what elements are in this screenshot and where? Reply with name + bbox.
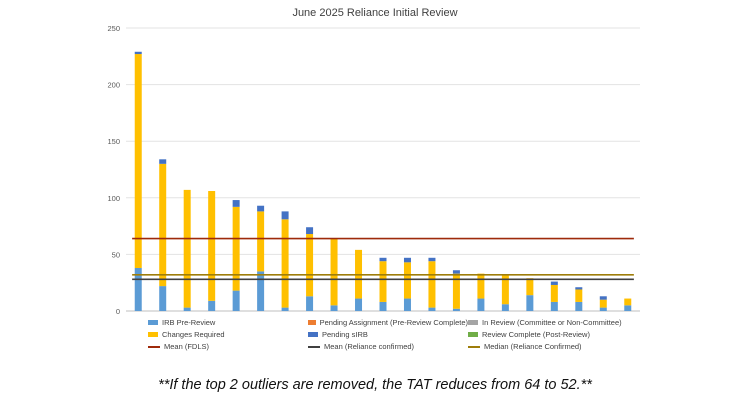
bar-segment-irb-pre-review [575,301,583,311]
bar-segment-irb-pre-review [526,295,534,311]
legend-item: In Review (Committee or Non-Committee) [468,318,638,327]
legend-line-swatch [308,345,320,348]
y-tick-label: 50 [112,250,120,259]
bar-segment-irb-pre-review [477,298,485,311]
legend-color-swatch [148,320,158,325]
bar-segment-pending-sirb [159,159,167,164]
legend-label: Review Complete (Post-Review) [482,330,590,339]
legend-item: Pending sIRB [308,330,468,339]
bar-segment-irb-pre-review [257,271,265,311]
reference-lines [132,237,634,281]
bar-segment-irb-pre-review [134,267,142,311]
bar-segment-changes-required [428,261,436,308]
bar-segment-changes-required [232,206,240,291]
bar-segment-changes-required [624,298,632,306]
y-tick-label: 250 [107,24,120,33]
bar-segment-irb-pre-review [159,286,167,311]
legend-item: IRB Pre-Review [148,318,308,327]
bar-segment-irb-pre-review [281,307,289,311]
legend-item: Mean (FDLS) [148,342,308,351]
bar-segment-irb-pre-review [355,298,363,311]
bar-segment-changes-required [183,189,191,308]
legend-label: IRB Pre-Review [162,318,216,327]
bar-segment-pending-sirb [281,211,289,220]
legend-color-swatch [468,332,478,337]
bar-segment-irb-pre-review [403,298,411,311]
legend-line-swatch [148,345,160,348]
y-tick-label: 0 [116,307,120,316]
bar-segment-irb-pre-review [379,301,387,311]
bar-segment-irb-pre-review [306,296,314,311]
bar-segment-irb-pre-review [452,308,460,311]
legend-color-swatch [308,320,316,325]
bar-segment-irb-pre-review [599,307,607,311]
legend-label: Mean (FDLS) [164,342,210,351]
bar-segment-pending-sirb [257,205,265,212]
bar-segment-changes-required [599,299,607,308]
legend-item: Pending Assignment (Pre-Review Complete) [308,318,468,327]
bar-segment-irb-pre-review [208,300,216,311]
bar-segment-irb-pre-review [624,305,632,311]
bar-segment-changes-required [550,284,558,302]
legend-label: Changes Required [162,330,225,339]
legend-line-swatch [468,345,480,348]
legend: IRB Pre-Review Pending Assignment (Pre-Re… [148,318,638,351]
legend-color-swatch [148,332,158,337]
legend-color-swatch [308,332,318,337]
bar-segment-pending-sirb [599,296,607,300]
bar-segment-changes-required [159,163,167,287]
bar-segment-pending-sirb [379,257,387,262]
bar-segment-changes-required [281,219,289,308]
bar-segment-changes-required [452,273,460,309]
bar-segment-pending-sirb [550,281,558,285]
bar-segment-pending-sirb [452,270,460,274]
legend-label: Mean (Reliance confirmed) [324,342,415,351]
bar-segment-changes-required [208,191,216,301]
bar-segment-irb-pre-review [550,301,558,311]
bar-segment-changes-required [403,262,411,299]
legend-label: Median (Reliance Confirmed) [484,342,582,351]
bar-segment-irb-pre-review [428,307,436,311]
y-axis-ticks: 0 50 100 150 200 250 [107,24,120,316]
y-tick-label: 100 [107,194,120,203]
legend-item: Mean (Reliance confirmed) [308,342,468,351]
bar-segment-changes-required [330,238,338,306]
bar-segment-changes-required [575,289,583,302]
bar-segment-pending-sirb [232,200,240,207]
legend-item: Changes Required [148,330,308,339]
bar-segment-irb-pre-review [330,305,338,311]
bar-segment-changes-required [477,273,485,299]
bar-segment-changes-required [379,261,387,302]
bar-segment-irb-pre-review [183,307,191,311]
bar-segment-pending-sirb [575,287,583,290]
bar-segment-changes-required [526,278,534,296]
chart-title: June 2025 Reliance Initial Review [292,7,457,19]
legend-item: Review Complete (Post-Review) [468,330,638,339]
footnote: **If the top 2 outliers are removed, the… [158,377,592,393]
bar-segment-pending-sirb [428,257,436,262]
bar-segment-irb-pre-review [501,304,509,311]
y-tick-label: 200 [107,81,120,90]
bar-segment-irb-pre-review [232,290,240,311]
bar-segment-changes-required [306,234,314,297]
bar-segment-pending-sirb [134,51,142,55]
legend-label: In Review (Committee or Non-Committee) [482,318,622,327]
bar-segment-changes-required [501,274,509,305]
bars [134,51,632,311]
legend-label: Pending Assignment (Pre-Review Complete) [319,318,468,327]
legend-item: Median (Reliance Confirmed) [468,342,638,351]
bar-segment-changes-required [257,211,265,272]
legend-color-swatch [468,320,478,325]
y-tick-label: 150 [107,137,120,146]
legend-label: Pending sIRB [322,330,368,339]
bar-segment-pending-sirb [306,227,314,235]
bar-segment-pending-sirb [403,257,411,263]
bar-segment-changes-required [134,54,142,268]
